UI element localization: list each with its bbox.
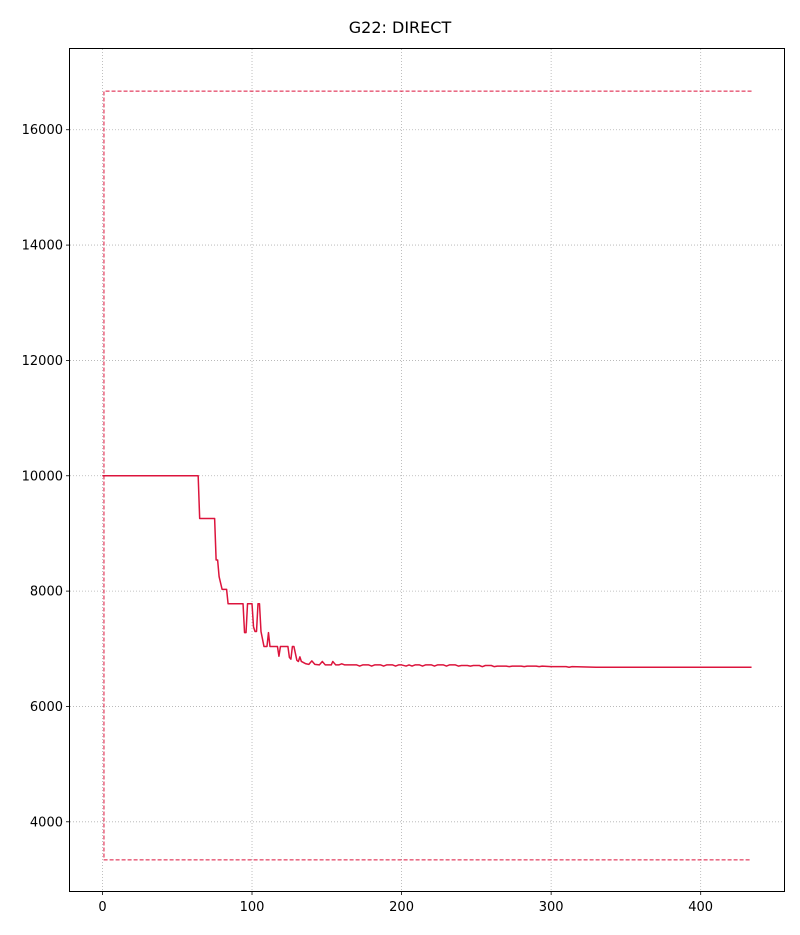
- y-tick-label: 12000: [22, 354, 63, 369]
- x-tick-label: 0: [98, 900, 106, 915]
- x-tick-label: 200: [389, 900, 414, 915]
- bound-line: [103, 90, 752, 861]
- chart-title: G22: DIRECT: [349, 18, 452, 37]
- plot-frame: [69, 48, 785, 892]
- x-tick-label: 400: [688, 900, 713, 915]
- x-tick-label: 300: [539, 900, 564, 915]
- y-tick-label: 14000: [22, 239, 63, 254]
- series-layer: [102, 90, 752, 861]
- grid: [70, 49, 784, 891]
- x-tick-label: 100: [240, 900, 265, 915]
- y-tick-label: 10000: [22, 469, 63, 484]
- y-tick-label: 4000: [30, 815, 63, 830]
- y-tick-label: 16000: [22, 123, 63, 138]
- ticks: 0 100 200 300 400 4000 6000 8000 10000 12000 14000…: [22, 123, 713, 915]
- y-tick-label: 8000: [30, 585, 63, 600]
- y-tick-label: 6000: [30, 700, 63, 715]
- series-line: [102, 475, 752, 668]
